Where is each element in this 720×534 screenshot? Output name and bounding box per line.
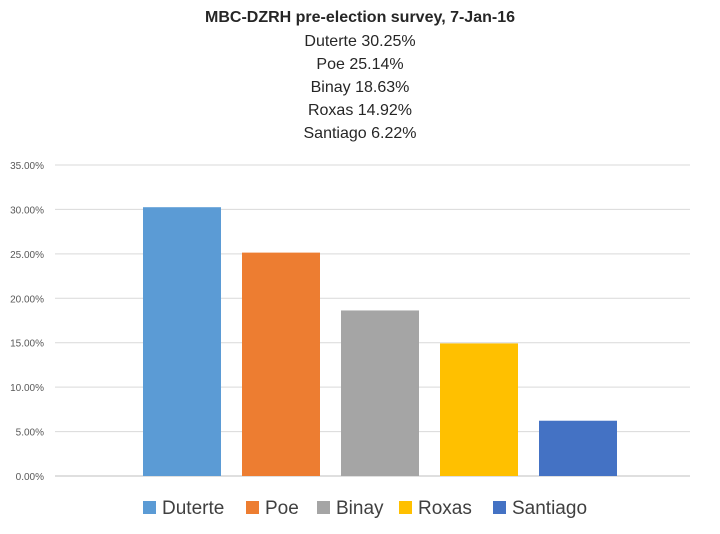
y-tick-label: 0.00% <box>16 472 44 483</box>
y-tick-label: 5.00% <box>16 428 44 439</box>
title-block: MBC-DZRH pre-election survey, 7-Jan-16 D… <box>0 6 720 145</box>
legend-swatch-poe <box>246 501 259 514</box>
legend-label-duterte: Duterte <box>162 498 224 519</box>
y-tick-label: 15.00% <box>10 339 44 350</box>
y-tick-label: 30.00% <box>10 205 44 216</box>
legend-swatch-duterte <box>143 501 156 514</box>
legend-label-poe: Poe <box>265 498 299 519</box>
subtitle-0: Duterte 30.25% <box>304 33 416 50</box>
subtitle-1: Poe 25.14% <box>316 56 404 73</box>
legend-swatch-binay <box>317 501 330 514</box>
bar-binay <box>341 310 419 476</box>
bar-roxas <box>440 343 518 476</box>
y-tick-label: 25.00% <box>10 250 44 261</box>
bar-santiago <box>539 420 617 476</box>
y-tick-label: 35.00% <box>10 161 44 172</box>
chart-title: MBC-DZRH pre-election survey, 7-Jan-16 <box>205 9 515 26</box>
legend-swatch-roxas <box>399 501 412 514</box>
bar-poe <box>242 252 320 476</box>
subtitle-3: Roxas 14.92% <box>307 102 413 119</box>
legend-label-binay: Binay <box>336 498 384 519</box>
bar-duterte <box>143 207 221 476</box>
y-tick-label: 20.00% <box>10 294 44 305</box>
subtitle-4: Santiago 6.22% <box>303 125 417 142</box>
legend-label-roxas: Roxas <box>418 498 472 519</box>
legend-label-santiago: Santiago <box>512 498 587 519</box>
subtitle-2: Binay 18.63% <box>310 79 410 96</box>
legend-swatch-santiago <box>493 501 506 514</box>
y-tick-label: 10.00% <box>10 383 44 394</box>
